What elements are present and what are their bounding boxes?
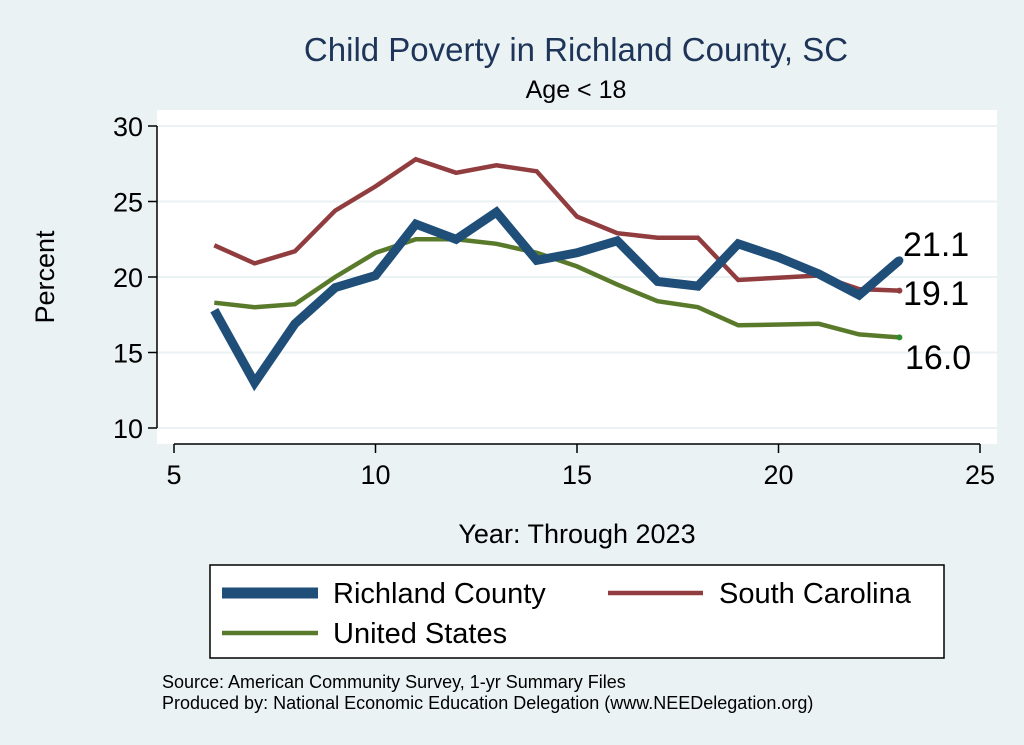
- chart-subtitle: Age < 18: [526, 76, 627, 104]
- grid: [157, 125, 997, 429]
- legend-items: Richland County South Carolina United Stat…: [222, 578, 912, 650]
- x-tick-label-15: 15: [562, 460, 592, 490]
- producer-note: Produced by: National Economic Education…: [162, 693, 813, 713]
- legend-label-richland-county: Richland County: [333, 578, 546, 610]
- series-line-south-carolina: [213, 156, 900, 293]
- y-tick-label-15: 15: [113, 339, 143, 369]
- y-tick-label-25: 25: [113, 188, 143, 218]
- series-line-united-states: [214, 237, 900, 340]
- legend-label-united-states: United States: [333, 618, 507, 650]
- end-label-richland-county: 21.1: [903, 226, 969, 264]
- y-tick-label-10: 10: [113, 414, 143, 444]
- end-label-south-carolina: 19.1: [903, 275, 969, 313]
- x-tick-label-20: 20: [763, 460, 793, 490]
- series-line-richland-county: [210, 206, 903, 392]
- series-layer: [210, 156, 904, 392]
- end-labels: 21.1 19.1 16.0: [903, 226, 971, 377]
- chart-title: Child Poverty in Richland County, SC: [304, 31, 848, 68]
- x-tick-label-10: 10: [360, 460, 390, 490]
- y-tick-label-20: 20: [113, 263, 143, 293]
- series-end-marker-united-states: [896, 334, 903, 341]
- series-end-marker-richland-county: [895, 256, 904, 265]
- x-tick-label-25: 25: [965, 460, 995, 490]
- legend: [209, 564, 945, 659]
- axes: 10 15 20 25 30 5 10 15 20 25: [113, 112, 995, 490]
- y-tick-label-30: 30: [113, 112, 143, 142]
- x-axis-title: Year: Through 2023: [458, 519, 695, 549]
- end-label-united-states: 16.0: [905, 339, 971, 377]
- x-tick-label-5: 5: [166, 460, 181, 490]
- series-end-marker-south-carolina: [896, 287, 903, 294]
- y-axis-title: Percent: [30, 230, 60, 324]
- legend-label-south-carolina: South Carolina: [719, 578, 912, 610]
- source-note: Source: American Community Survey, 1-yr …: [162, 672, 626, 692]
